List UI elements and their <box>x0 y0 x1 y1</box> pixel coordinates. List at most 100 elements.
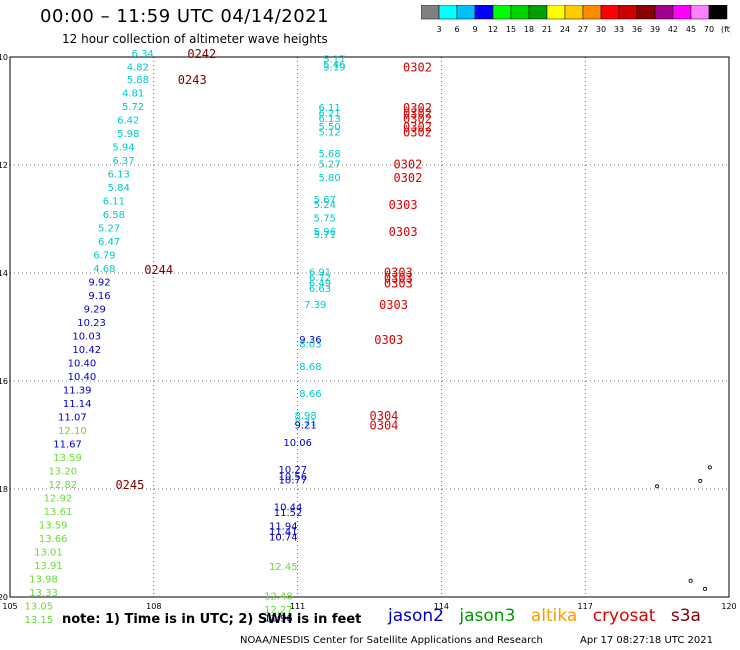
island-outline <box>703 586 708 591</box>
pass-time-label: 0303 <box>379 298 408 312</box>
latitude-tick-label: 16 <box>0 377 8 386</box>
wave-height-label: 5.94 <box>112 142 134 153</box>
colorbar-label: 9 <box>472 25 477 34</box>
wave-height-label: 10.06 <box>283 438 312 449</box>
colorbar-label: 70 <box>704 25 714 34</box>
wave-height-label: 13.20 <box>48 466 77 477</box>
wave-height-label: 11.07 <box>58 412 87 423</box>
longitude-tick-label: 105 <box>2 602 17 611</box>
latitude-tick-label: 18 <box>0 485 8 494</box>
wave-height-label: 6.79 <box>93 250 115 261</box>
wave-height-label: 5.50 <box>318 122 340 133</box>
wave-height-label: 6.34 <box>132 49 154 60</box>
pass-time-label: 0302 <box>403 106 432 120</box>
latitude-tick-label: 12 <box>0 161 8 170</box>
legend-item-jason3: jason3 <box>459 606 516 626</box>
pass-time-label: 0303 <box>374 333 403 347</box>
colorbar-label: 39 <box>650 25 660 34</box>
wave-height-label: 5.71 <box>314 230 336 241</box>
wave-height-label: 6.47 <box>98 237 120 248</box>
pass-time-label: 0303 <box>384 277 413 291</box>
legend-item-jason2: jason2 <box>388 606 444 626</box>
wave-height-label: 9.29 <box>84 304 106 315</box>
latitude-tick-label: 14 <box>0 269 8 278</box>
wave-height-label: 5.75 <box>314 214 336 225</box>
colorbar-label: 36 <box>632 25 642 34</box>
pass-time-label: 0302 <box>403 61 432 75</box>
pass-time-label: 0303 <box>384 266 413 280</box>
longitude-tick-label: 114 <box>434 602 449 611</box>
wave-height-label: 8.66 <box>299 389 321 400</box>
wave-height-label: 10.44 <box>274 503 303 514</box>
wave-height-label: 10.27 <box>279 465 308 476</box>
wave-height-label: 5.88 <box>127 75 149 86</box>
colorbar-label: 12 <box>488 25 498 34</box>
wave-height-label: 13.59 <box>39 520 68 531</box>
wave-height-label: 6.21 <box>318 108 340 119</box>
wave-height-label: 10.56 <box>279 472 308 483</box>
longitude-tick-label: 117 <box>578 602 593 611</box>
colorbar-label: (ft) <box>721 25 731 34</box>
wave-height-label: 12.10 <box>58 426 87 437</box>
wave-height-label: 5.80 <box>318 173 340 184</box>
pass-time-label: 0304 <box>370 419 399 433</box>
wave-height-label: 11.96 <box>264 613 293 624</box>
wave-height-label: 6.11 <box>318 103 340 114</box>
pass-time-label: 0243 <box>178 73 207 87</box>
wave-height-label: 12.45 <box>269 562 298 573</box>
wave-height-label: 13.61 <box>44 507 73 518</box>
wave-height-label: 6.13 <box>108 169 130 180</box>
wave-height-label: 12.27 <box>264 605 293 616</box>
legend-item-cryosat: cryosat <box>592 606 656 626</box>
wave-height-label: 12.82 <box>48 480 77 491</box>
wave-height-label: 8.03 <box>299 340 321 351</box>
wave-height-label: 13.91 <box>34 561 63 572</box>
colorbar-label: 18 <box>524 25 534 34</box>
colorbar-label: 21 <box>542 25 552 34</box>
wave-height-label: 13.59 <box>53 453 82 464</box>
pass-time-label: 0302 <box>393 171 422 185</box>
wave-height-label: 6.49 <box>309 279 331 290</box>
wave-height-label: 11.67 <box>53 439 82 450</box>
island-outline <box>707 465 712 470</box>
wave-height-label: 6.91 <box>309 268 331 279</box>
wave-height-label: 6.13 <box>318 114 340 125</box>
wave-height-label: 11.14 <box>63 399 92 410</box>
colorbar-label: 33 <box>614 25 624 34</box>
wave-height-label: 5.17 <box>323 54 345 65</box>
wave-height-label: 11.39 <box>63 385 92 396</box>
wave-height-label: 5.46 <box>323 60 345 71</box>
wave-height-label: 12.92 <box>44 493 73 504</box>
wave-height-label: 13.05 <box>24 601 53 612</box>
wave-height-label: 9.21 <box>295 421 317 432</box>
wave-height-label: 5.27 <box>98 223 120 234</box>
island-outline <box>688 578 693 583</box>
island-outline <box>698 478 703 483</box>
wave-height-label: 5.12 <box>318 127 340 138</box>
wave-height-label: 10.77 <box>279 476 308 487</box>
wave-height-label: 5.24 <box>314 200 336 211</box>
longitude-tick-label: 108 <box>146 602 161 611</box>
footer-note: note: 1) Time is in UTC; 2) SWH is in fe… <box>62 612 362 627</box>
pass-time-label: 0302 <box>393 158 422 172</box>
pass-time-label: 0302 <box>403 125 432 139</box>
wave-height-label: 11.41 <box>269 527 298 538</box>
credit-timestamp: Apr 17 08:27:18 UTC 2021 <box>580 635 713 646</box>
pass-time-label: 0245 <box>115 478 144 492</box>
wave-height-label: 6.72 <box>309 273 331 284</box>
wave-height-label: 10.74 <box>269 532 298 543</box>
pass-time-label: 0244 <box>144 263 173 277</box>
wave-height-label: 10.40 <box>68 372 97 383</box>
wave-height-label: 8.98 <box>295 411 317 422</box>
wave-height-label: 9.36 <box>299 335 321 346</box>
pass-time-label: 0304 <box>370 409 399 423</box>
colorbar-label: 27 <box>578 25 588 34</box>
wave-height-label: 13.66 <box>39 534 68 545</box>
wave-height-label: 11.52 <box>274 508 303 519</box>
wave-height-label: 10.23 <box>77 318 106 329</box>
latitude-tick-label: 10 <box>0 53 8 62</box>
wave-height-label: 9.16 <box>88 291 110 302</box>
longitude-tick-label: 111 <box>290 602 305 611</box>
wave-height-label: 4.82 <box>127 63 149 74</box>
wave-height-label: 7.39 <box>304 300 326 311</box>
